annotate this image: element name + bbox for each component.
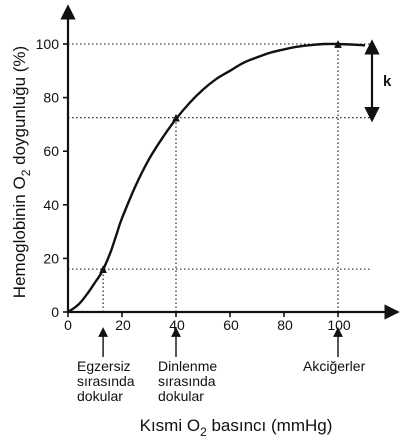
x-axis-title-post: basıncı (mmHg)	[207, 416, 333, 435]
resting-tissue-label-line-2: sırasında	[158, 373, 216, 389]
resting-tissue-label-line-3: dokular	[158, 388, 204, 404]
y-tick-label-0: 0	[51, 304, 59, 320]
x-axis-title-pre: Kısmi O	[140, 416, 200, 435]
exercise-tissue-label-line-2: sırasında	[77, 373, 135, 389]
exercise-tissue-label-line-3: dokular	[77, 388, 123, 404]
x-tick-label-100: 100	[327, 317, 351, 333]
y-tick-label-40: 40	[43, 197, 59, 213]
x-ticks: 0 20 40 60 80 100	[64, 312, 351, 333]
y-tick-label-20: 20	[43, 250, 59, 266]
resting-tissue-label-line-1: Dinlenme	[158, 358, 217, 374]
y-axis-title-pre: Hemoglobinin O	[10, 176, 29, 298]
series-line-saturation-curve	[67, 42, 366, 313]
y-tick-label-80: 80	[43, 90, 59, 106]
x-axis-title-sub: 2	[200, 425, 207, 439]
y-ticks: 0 20 40 60 80 100	[36, 36, 68, 320]
reference-guides	[68, 40, 372, 312]
exercise-tissue-label: Egzersiz sırasında dokular	[77, 358, 138, 404]
y-axis-title-sub: 2	[19, 169, 33, 176]
x-tick-label-0: 0	[64, 317, 72, 333]
x-tick-label-80: 80	[277, 317, 293, 333]
y-tick-label-60: 60	[43, 143, 59, 159]
k-label: k	[383, 73, 392, 90]
y-axis-title: Hemoglobinin O2 doygunluğu (%)	[10, 46, 33, 298]
x-tick-label-60: 60	[223, 317, 239, 333]
x-tick-label-20: 20	[115, 317, 131, 333]
y-tick-label-100: 100	[36, 36, 60, 52]
resting-tissue-label: Dinlenme sırasında dokular	[158, 358, 221, 404]
exercise-tissue-label-line-1: Egzersiz	[77, 358, 131, 374]
lungs-label: Akciğerler	[303, 358, 366, 374]
x-axis-title: Kısmi O2 basıncı (mmHg)	[140, 416, 333, 439]
y-axis-title-post: doygunluğu (%)	[10, 46, 29, 170]
x-tick-label-40: 40	[169, 317, 185, 333]
